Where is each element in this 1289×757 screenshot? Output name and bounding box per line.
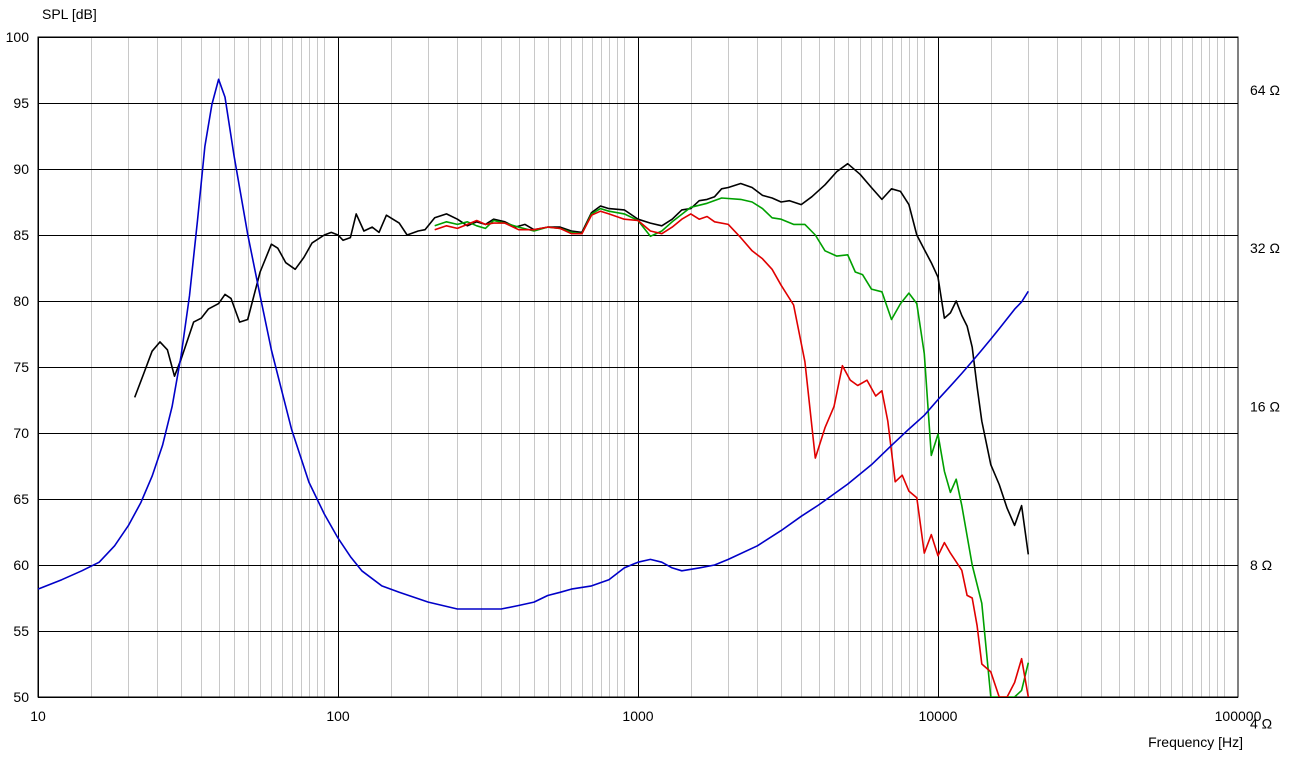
series-line-3 [434, 210, 1030, 697]
series-group [38, 78, 1030, 697]
x-tick-label: 100 [326, 708, 350, 724]
x-tick-label: 10 [30, 708, 46, 724]
y-axis-label: SPL [dB] [42, 6, 97, 22]
y-tick-label: 55 [13, 623, 29, 639]
x-tick-label: 100000 [1215, 708, 1262, 724]
y-tick-label: 50 [13, 689, 29, 705]
impedance-tick-label: 32 Ω [1250, 240, 1280, 256]
impedance-tick-label: 4 Ω [1250, 715, 1272, 731]
y-tick-label: 60 [13, 557, 29, 573]
x-tick-labels: 10 100 1000 10000 100000 [30, 708, 1261, 724]
y-tick-label: 70 [13, 425, 29, 441]
y-tick-label: 90 [13, 161, 29, 177]
y-tick-labels: 50 55 60 65 70 75 80 85 90 95 100 [6, 29, 30, 705]
impedance-tick-labels: 4 Ω 8 Ω 16 Ω 32 Ω 64 Ω [1250, 82, 1280, 732]
y-tick-label: 95 [13, 95, 29, 111]
y-tick-label: 100 [6, 29, 30, 45]
series-line-4 [38, 78, 1029, 610]
x-tick-label: 10000 [919, 708, 958, 724]
x-tick-label: 1000 [622, 708, 653, 724]
y-tick-label: 75 [13, 359, 29, 375]
impedance-tick-label: 64 Ω [1250, 82, 1280, 98]
y-tick-label: 85 [13, 227, 29, 243]
plot-frame [37, 36, 1239, 698]
impedance-tick-label: 8 Ω [1250, 557, 1272, 573]
impedance-tick-label: 16 Ω [1250, 399, 1280, 415]
x-axis-label: Frequency [Hz] [1148, 734, 1243, 750]
y-tick-label: 65 [13, 491, 29, 507]
series-line-1 [133, 162, 1030, 555]
series-line-2 [434, 197, 1030, 697]
y-tick-label: 80 [13, 293, 29, 309]
